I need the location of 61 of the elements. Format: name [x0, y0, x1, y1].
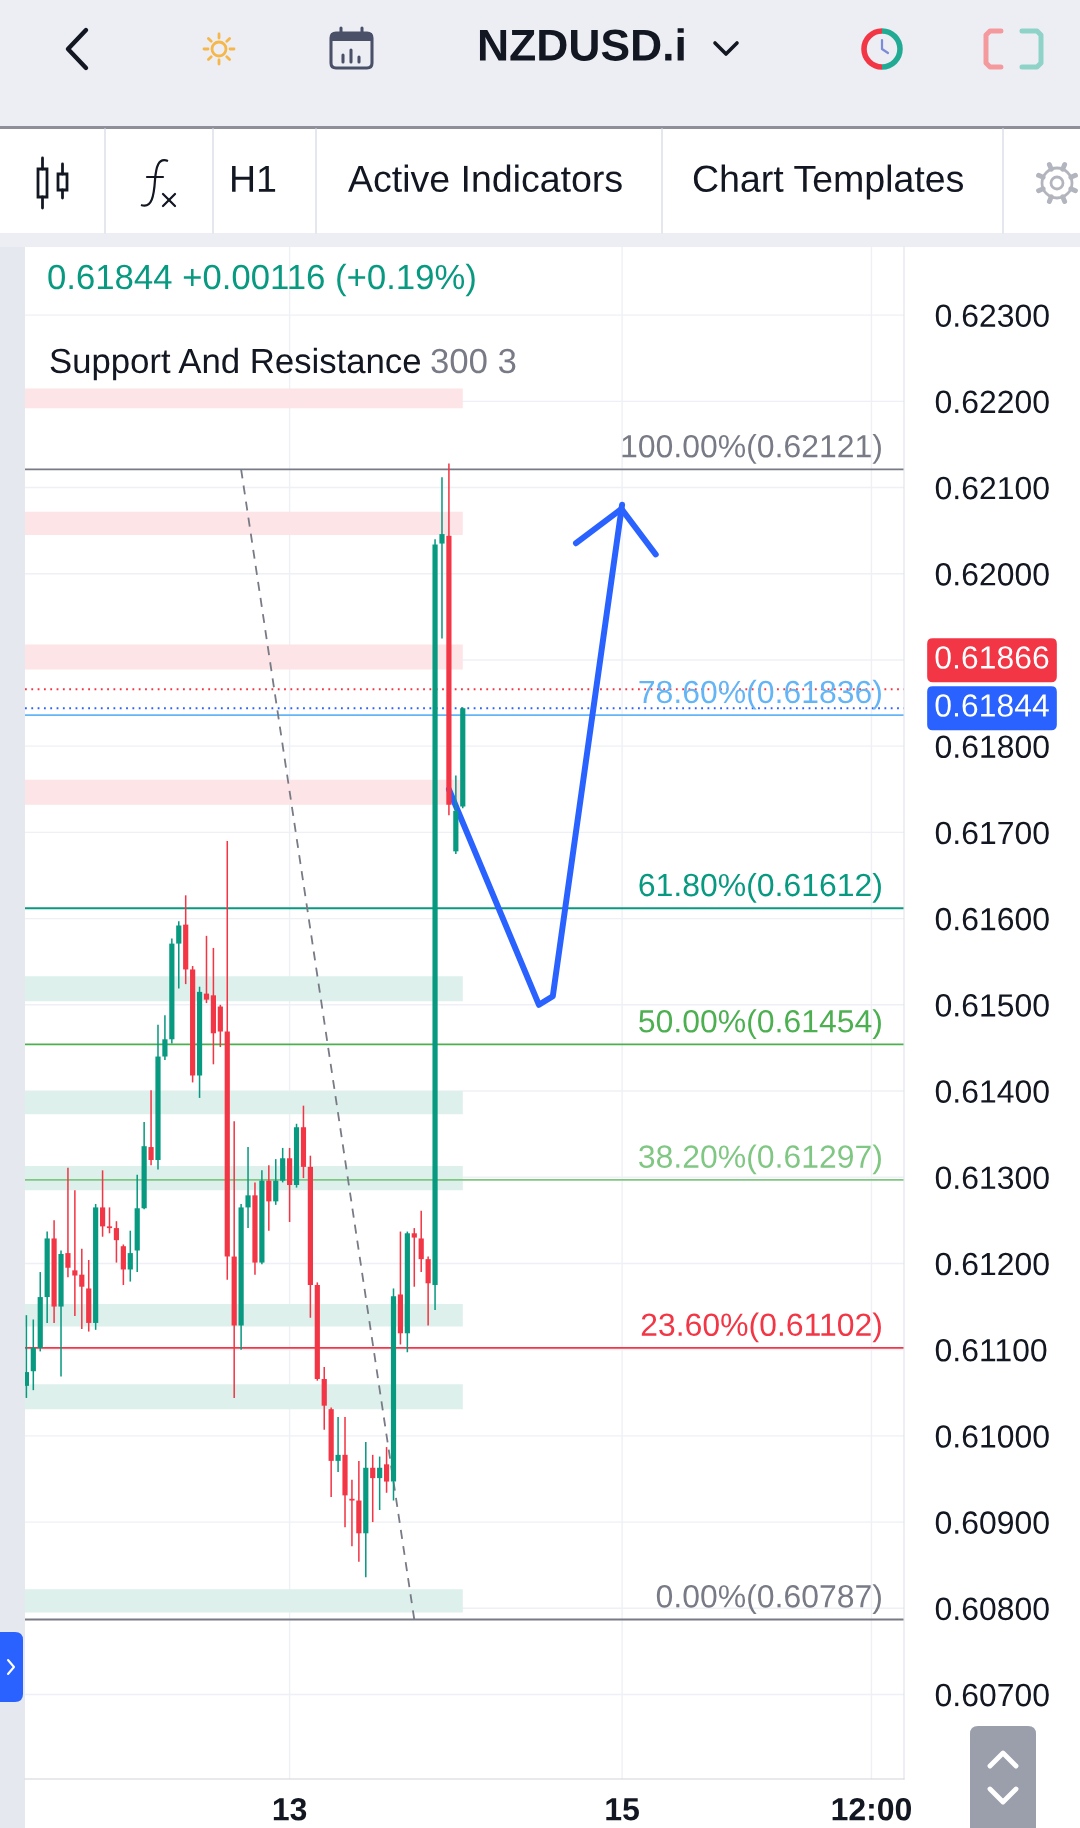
- ref-line-label: 50.00%(0.61454): [639, 1009, 881, 1039]
- candlestick: [266, 1164, 272, 1232]
- candlestick: [335, 1416, 341, 1473]
- y-tick-label: 0.61000: [935, 1425, 1049, 1448]
- ref-line-label: 38.20%(0.61297): [639, 1144, 881, 1175]
- candlestick: [99, 1169, 106, 1238]
- ref-line-label: 61.80%(0.61612): [639, 872, 881, 903]
- candlestick: [411, 1227, 417, 1288]
- candlestick: [162, 1014, 168, 1061]
- y-tick-label: 0.61300: [935, 1166, 1049, 1190]
- y-tick-label: 0.61500: [935, 994, 1049, 1017]
- y-tick-label: 0.60700: [935, 1683, 1049, 1707]
- annotation: 300 3: [431, 348, 516, 374]
- text: H1: [232, 165, 276, 192]
- y-tick-label: 0.61700: [935, 821, 1049, 845]
- candlestick: [25, 1314, 29, 1399]
- candlestick: [418, 1210, 424, 1273]
- candlestick: [377, 1455, 383, 1511]
- x-tick-label: 13: [273, 1797, 307, 1821]
- candlestick: [370, 1454, 376, 1523]
- y-tick-label: 0.60800: [935, 1597, 1049, 1621]
- annotation: Support And Resistance: [50, 347, 420, 381]
- candlestick: [106, 1206, 113, 1235]
- candlestick: [30, 1318, 36, 1391]
- ref-line-label: 100.00%(0.62121): [622, 434, 881, 464]
- y-tick-label: 0.62300: [935, 304, 1049, 327]
- ref-line-label: 23.60%(0.61102): [641, 1312, 881, 1343]
- candlestick: [245, 1146, 251, 1229]
- candlestick: [127, 1229, 133, 1283]
- y-tick-label: 0.61400: [935, 1080, 1049, 1103]
- candlestick: [203, 935, 210, 1004]
- y-tick-label: 0.61600: [935, 907, 1049, 931]
- candlestick: [72, 1189, 78, 1317]
- text: Chart Templates: [693, 164, 963, 200]
- candlestick: [148, 1089, 154, 1166]
- ref-line-label: 0.61844: [935, 694, 1049, 717]
- candlestick: [280, 1147, 286, 1184]
- candlestick: [120, 1243, 126, 1286]
- candlestick: [383, 1446, 390, 1494]
- ref-line-label: 0.61866: [935, 646, 1049, 669]
- text: Active Indicators: [348, 164, 622, 193]
- y-tick-label: 0.61100: [935, 1338, 1047, 1362]
- y-tick-label: 0.61200: [935, 1252, 1049, 1276]
- candlestick: [349, 1479, 355, 1547]
- y-tick-label: 0.62000: [935, 563, 1049, 586]
- candlestick: [273, 1158, 279, 1206]
- x-tick-label: 15: [606, 1798, 639, 1821]
- y-tick-label: 0.62100: [935, 476, 1049, 500]
- candlestick: [439, 476, 445, 640]
- y-tick-label: 0.60900: [935, 1511, 1049, 1534]
- candlestick: [113, 1220, 120, 1264]
- ref-line-label: 0.00%(0.60787): [656, 1584, 881, 1614]
- x-tick-label: 12:00: [832, 1797, 911, 1821]
- candlestick: [176, 920, 182, 990]
- ref-line-label: 78.60%(0.61836): [639, 679, 881, 710]
- candlestick: [79, 1248, 85, 1330]
- annotation: 0.61844 +0.00116 (+0.19%): [48, 263, 475, 297]
- y-tick-label: 0.62200: [935, 390, 1049, 414]
- y-tick-label: 0.61800: [935, 735, 1049, 759]
- candlestick: [65, 1166, 71, 1279]
- chart-title: NZDUSD.i: [479, 28, 684, 61]
